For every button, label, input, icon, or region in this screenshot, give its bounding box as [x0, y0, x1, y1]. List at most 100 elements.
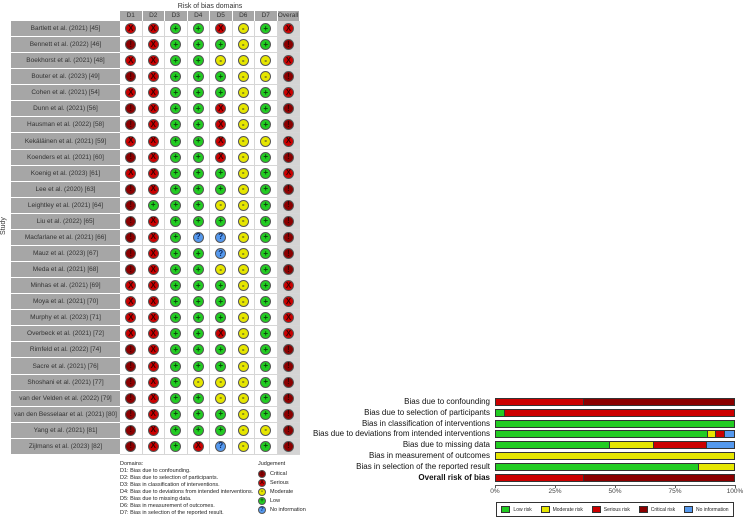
- low-judgement-icon: +: [192, 103, 204, 115]
- judgement-cell-d3: +: [165, 422, 188, 439]
- judgement-cell-overall: X: [277, 21, 300, 38]
- low-judgement-icon: +: [260, 167, 272, 179]
- moderate-judgement-icon: -: [237, 344, 249, 356]
- study-row: Koenig et al. (2023) [61] X X + + + - + X: [11, 165, 300, 182]
- judgement-cell-d6: -: [232, 21, 255, 38]
- judgement-cell-d1: X: [120, 53, 143, 70]
- critical-judgement-icon: !: [283, 151, 294, 163]
- judgement-cell-d2: X: [142, 181, 165, 198]
- serious-judgement-icon: X: [125, 296, 137, 308]
- judgement-cell-d6: -: [232, 278, 255, 295]
- moderate-judgement-icon: -: [237, 376, 249, 388]
- moderate-judgement-icon: -: [237, 424, 249, 436]
- low-judgement-icon: +: [192, 87, 204, 99]
- low-judgement-icon: +: [192, 167, 204, 179]
- critical-judgement-icon: !: [283, 231, 294, 243]
- judgement-cell-d1: X: [120, 278, 143, 295]
- judgement-cell-overall: !: [277, 229, 300, 246]
- judgement-cell-d4: +: [187, 294, 210, 311]
- domains-legend: Domains: D1: Bias due to confounding. D2:…: [120, 461, 253, 517]
- moderate-judgement-icon: -: [237, 135, 249, 147]
- critical-judgement-icon: !: [283, 103, 294, 115]
- study-label: Mauz et al. (2023) [67]: [11, 245, 120, 263]
- critical-judgement-icon: !: [283, 183, 294, 195]
- bar-segment-low: [496, 442, 611, 449]
- summary-bar: [495, 408, 735, 417]
- study-row: Macfarlane et al. (2021) [66]! X +?? - +!: [11, 229, 300, 246]
- legend-item-low: Low risk: [501, 506, 532, 513]
- judgement-cell-d3: +: [165, 69, 188, 86]
- judgement-cell-d6: -: [232, 326, 255, 343]
- serious-judgement-icon: X: [125, 55, 137, 67]
- judgement-cell-d2: X: [142, 406, 165, 423]
- judgement-cell-d3: +: [165, 181, 188, 198]
- judgement-cell-d3: +: [165, 101, 188, 118]
- low-judgement-icon: +: [215, 39, 227, 51]
- judgement-cell-d1: X: [120, 85, 143, 102]
- low-judgement-icon: +: [260, 231, 272, 243]
- study-label: Liu et al. (2022) [65]: [11, 213, 120, 230]
- judgement-cell-d7: -: [255, 53, 278, 70]
- critical-judgement-icon: !: [125, 344, 137, 356]
- judgement-cell-d7: -: [255, 422, 278, 439]
- moderate-judgement-icon: -: [237, 231, 249, 243]
- judgement-cell-d4: +: [187, 85, 210, 102]
- judgement-title: Judgement: [258, 461, 286, 467]
- judgement-cell-d2: X: [142, 245, 165, 263]
- critical-judgement-icon: !: [283, 392, 294, 404]
- study-row: Lee et al. (2020) [63]! X + + + - +!: [11, 181, 300, 198]
- judgement-cell-d4: +: [187, 117, 210, 134]
- axis-tick: [675, 485, 676, 488]
- column-header-d2: D2: [142, 11, 165, 21]
- bar-segment-critical: [584, 474, 734, 481]
- critical-judgement-icon: !: [283, 248, 294, 259]
- study-row: van der Velden et al. (2022) [79]! X + + - - +…: [11, 390, 300, 407]
- judgement-cell-d3: +: [165, 53, 188, 70]
- low-judgement-icon: +: [258, 496, 266, 505]
- low-judgement-icon: +: [260, 344, 272, 356]
- column-header-d3: D3: [165, 11, 188, 21]
- judgement-cell-d2: X: [142, 262, 165, 279]
- low-judgement-icon: +: [170, 215, 182, 227]
- study-label: Cohen et al. (2021) [54]: [11, 85, 120, 102]
- moderate-judgement-icon: -: [215, 376, 227, 388]
- low-judgement-icon: +: [170, 328, 182, 340]
- moderate-judgement-icon: -: [237, 280, 249, 292]
- judgement-cell-d5: +: [210, 278, 233, 295]
- judgement-cell-d6: -: [232, 149, 255, 166]
- judgement-cell-d4: ?: [187, 229, 210, 246]
- judgement-cell-d1: !: [120, 101, 143, 118]
- bar-segment-low: [496, 463, 699, 470]
- domain-definition: D3: Bias in classification of interventi…: [120, 482, 220, 488]
- judgement-cell-d3: +: [165, 326, 188, 343]
- judgement-cell-d6: -: [232, 117, 255, 134]
- judgement-cell-d5: -: [210, 53, 233, 70]
- serious-judgement-icon: X: [125, 328, 137, 340]
- study-row: Bartlett et al. (2021) [45] X X + + X - + X: [11, 21, 300, 38]
- low-judgement-icon: +: [192, 135, 204, 147]
- judgement-cell-d6: -: [232, 438, 255, 455]
- judgement-cell-d2: X: [142, 37, 165, 54]
- low-judgement-icon: +: [260, 312, 272, 324]
- low-judgement-icon: +: [170, 360, 182, 372]
- critical-judgement-icon: !: [125, 71, 137, 83]
- judgement-cell-d2: X: [142, 133, 165, 150]
- axis-tick: [615, 485, 616, 488]
- moderate-judgement-icon: -: [237, 183, 249, 195]
- serious-judgement-icon: X: [147, 360, 159, 372]
- low-judgement-icon: +: [215, 424, 227, 436]
- moderate-judgement-icon: -: [237, 312, 249, 324]
- bar-segment-moderate: [698, 463, 734, 470]
- summary-bar: [495, 419, 735, 428]
- judgement-cell-d2: +: [142, 197, 165, 214]
- axis-tick-label: 50%: [608, 488, 622, 495]
- traffic-light-title: Risk of bias domains: [177, 3, 243, 10]
- critical-judgement-icon: !: [125, 264, 137, 276]
- domain-definition: D7: Bias in selection of the reported re…: [120, 510, 224, 516]
- serious-judgement-icon: X: [215, 103, 227, 115]
- low-judgement-icon: +: [215, 215, 227, 227]
- critical-judgement-icon: !: [283, 408, 294, 420]
- judgement-cell-d7: +: [255, 342, 278, 359]
- judgement-cell-overall: X: [277, 310, 300, 327]
- serious-judgement-icon: X: [283, 328, 294, 340]
